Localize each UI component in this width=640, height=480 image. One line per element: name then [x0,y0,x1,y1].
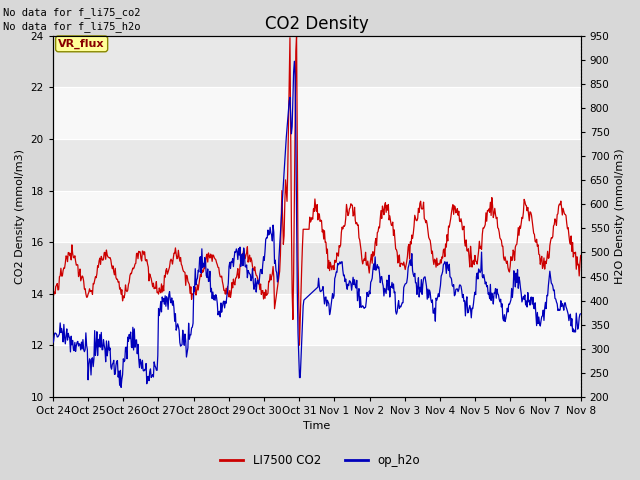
Bar [53,139,580,191]
Y-axis label: H2O Density (mmol/m3): H2O Density (mmol/m3) [615,149,625,284]
Y-axis label: CO2 Density (mmol/m3): CO2 Density (mmol/m3) [15,149,25,284]
Bar [53,294,580,345]
Bar [53,345,580,397]
Bar [53,242,580,294]
Text: VR_flux: VR_flux [58,39,105,49]
Text: No data for f_li75_co2: No data for f_li75_co2 [3,7,141,18]
Bar [53,36,580,87]
Legend: LI7500 CO2, op_h2o: LI7500 CO2, op_h2o [215,449,425,472]
Title: CO2 Density: CO2 Density [265,15,369,33]
Bar [53,87,580,139]
Bar [53,191,580,242]
X-axis label: Time: Time [303,421,330,432]
Text: No data for f_li75_h2o: No data for f_li75_h2o [3,21,141,32]
